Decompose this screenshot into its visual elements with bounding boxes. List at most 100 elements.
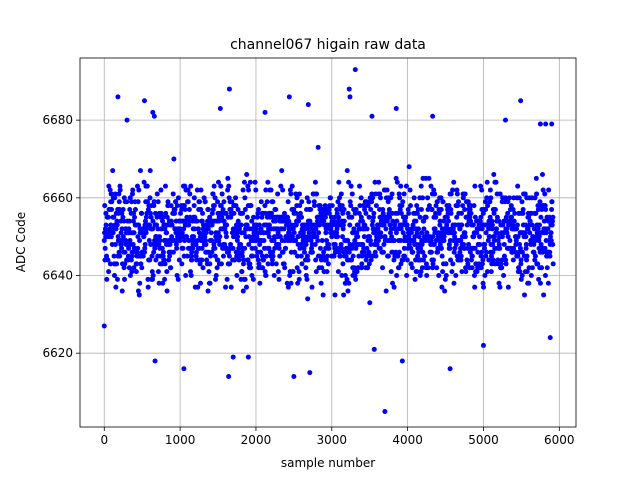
x-tick-label: 1000 xyxy=(165,433,196,447)
data-point xyxy=(195,238,201,244)
data-point xyxy=(121,265,127,271)
data-point xyxy=(388,269,394,275)
data-point xyxy=(436,210,442,216)
data-point xyxy=(351,265,357,271)
data-point xyxy=(214,265,220,271)
data-point xyxy=(149,269,155,275)
data-point xyxy=(480,257,486,263)
data-point xyxy=(415,226,421,232)
data-point xyxy=(541,292,547,298)
data-point xyxy=(150,241,156,247)
data-point xyxy=(173,230,179,236)
data-point xyxy=(497,191,503,197)
data-point xyxy=(391,238,397,244)
data-point xyxy=(380,210,386,216)
data-point xyxy=(137,168,143,174)
data-point xyxy=(451,280,457,286)
data-point xyxy=(401,191,407,197)
data-point xyxy=(116,249,122,255)
data-point xyxy=(102,203,108,209)
data-point xyxy=(285,199,291,205)
data-point xyxy=(470,222,476,228)
data-point xyxy=(489,253,495,259)
data-point xyxy=(501,273,507,279)
data-point xyxy=(518,261,524,267)
data-point xyxy=(491,238,497,244)
data-point xyxy=(430,234,436,240)
data-point xyxy=(550,261,556,267)
data-point xyxy=(372,249,378,255)
data-point xyxy=(542,191,548,197)
data-point xyxy=(535,206,541,212)
data-point xyxy=(390,280,396,286)
data-point xyxy=(258,226,264,232)
data-point xyxy=(489,218,495,224)
data-point xyxy=(487,214,493,220)
data-point xyxy=(228,214,234,220)
data-point xyxy=(408,261,414,267)
data-point xyxy=(301,249,307,255)
data-point xyxy=(263,253,269,259)
data-point xyxy=(412,276,418,282)
data-point xyxy=(494,230,500,236)
data-point xyxy=(457,226,463,232)
data-point xyxy=(281,210,287,216)
data-point xyxy=(110,230,116,236)
data-point xyxy=(248,203,254,209)
data-point xyxy=(441,238,447,244)
data-point xyxy=(478,214,484,220)
data-point xyxy=(261,238,267,244)
data-point xyxy=(241,179,247,185)
data-point xyxy=(349,257,355,263)
data-point xyxy=(451,230,457,236)
data-point xyxy=(106,269,112,275)
data-point xyxy=(471,203,477,209)
data-point xyxy=(254,214,260,220)
data-point xyxy=(419,241,425,247)
data-point xyxy=(435,249,441,255)
data-point xyxy=(396,265,402,271)
data-point xyxy=(127,206,133,212)
data-point xyxy=(292,249,298,255)
data-point xyxy=(240,187,246,193)
data-point xyxy=(336,214,342,220)
data-point xyxy=(549,222,555,228)
data-point xyxy=(412,234,418,240)
data-point xyxy=(319,265,325,271)
data-point xyxy=(375,226,381,232)
data-point xyxy=(188,183,194,189)
data-point xyxy=(254,234,260,240)
data-point xyxy=(535,261,541,267)
data-point xyxy=(387,222,393,228)
data-point xyxy=(291,230,297,236)
data-point xyxy=(256,261,262,267)
data-point xyxy=(150,218,156,224)
data-point xyxy=(155,226,161,232)
data-point xyxy=(161,257,167,263)
data-point xyxy=(431,241,437,247)
data-point xyxy=(433,214,439,220)
data-point xyxy=(371,210,377,216)
data-point xyxy=(523,222,529,228)
data-point xyxy=(164,214,170,220)
data-point xyxy=(293,191,299,197)
data-point xyxy=(456,199,462,205)
data-point xyxy=(346,280,352,286)
data-point xyxy=(312,179,318,185)
data-point xyxy=(350,253,356,259)
data-point xyxy=(139,210,145,216)
data-point xyxy=(468,210,474,216)
data-point xyxy=(107,261,113,267)
data-point xyxy=(548,230,554,236)
data-point xyxy=(312,241,318,247)
data-point xyxy=(130,218,136,224)
data-point xyxy=(223,234,229,240)
data-point xyxy=(147,195,153,201)
data-point xyxy=(118,241,124,247)
data-point xyxy=(319,238,325,244)
data-point xyxy=(336,249,342,255)
data-point xyxy=(113,284,119,290)
data-point xyxy=(421,226,427,232)
data-point xyxy=(513,241,519,247)
